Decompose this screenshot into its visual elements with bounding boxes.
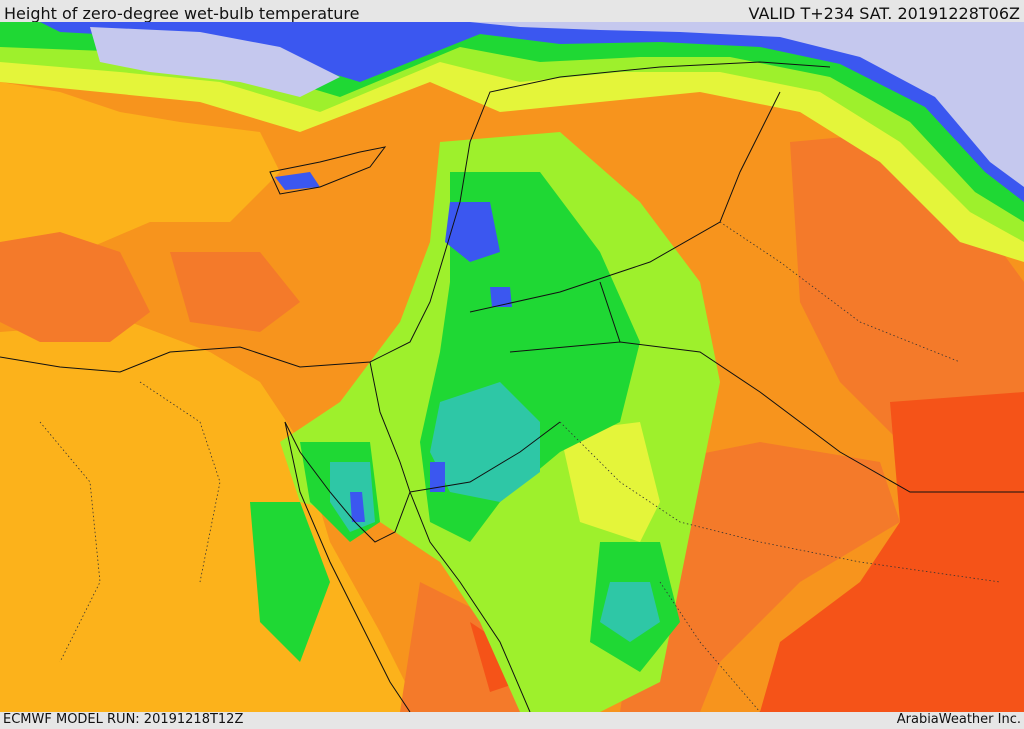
field-lavender — [80, 22, 1024, 187]
field-lavender — [90, 27, 340, 97]
field-orange-light — [0, 82, 280, 262]
model-run: ECMWF MODEL RUN: 20191218T12Z — [3, 712, 244, 727]
header-bar: Height of zero-degree wet-bulb temperatu… — [0, 0, 1024, 23]
field-orange-dark — [170, 252, 300, 332]
field-orange-dark — [0, 232, 150, 342]
field-teal — [430, 382, 540, 502]
field-green — [250, 502, 330, 662]
field-red — [760, 392, 1024, 712]
valid-time: VALID T+234 SAT. 20191228T06Z — [748, 4, 1020, 23]
map-coastlines — [0, 61, 831, 712]
map-admin-lines — [39, 221, 1001, 712]
field-yellow — [560, 422, 660, 542]
map-borders — [409, 91, 1024, 493]
field-blue — [490, 287, 512, 307]
field-blue — [445, 202, 500, 262]
field-blue — [430, 462, 445, 492]
map-title: Height of zero-degree wet-bulb temperatu… — [4, 4, 360, 23]
weather-map — [0, 22, 1024, 712]
credit-label: ArabiaWeather Inc. — [896, 712, 1021, 727]
footer-bar: ECMWF MODEL RUN: 20191218T12Z ArabiaWeat… — [0, 712, 1024, 729]
field-teal — [600, 582, 660, 642]
field-blue — [275, 172, 320, 190]
field-blue — [350, 492, 365, 522]
